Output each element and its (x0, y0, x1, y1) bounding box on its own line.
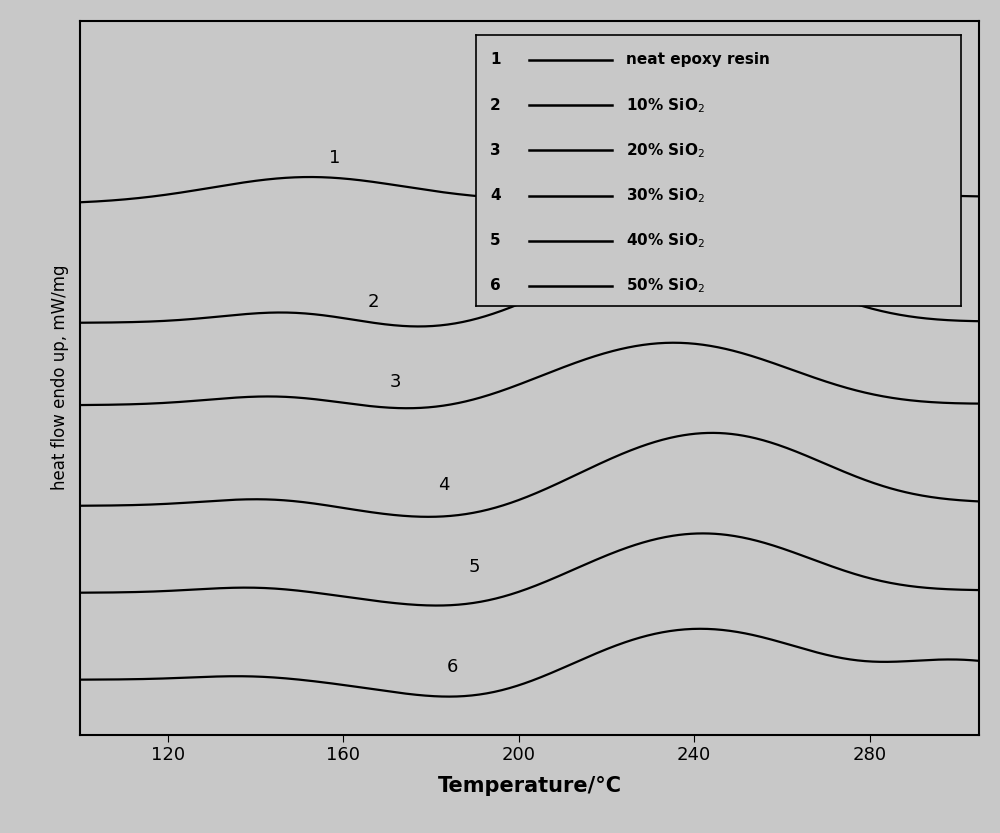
Text: 1: 1 (329, 149, 340, 167)
Text: 4: 4 (438, 476, 450, 494)
X-axis label: Temperature/°C: Temperature/°C (438, 776, 622, 796)
Text: 5: 5 (469, 558, 480, 576)
Text: 2: 2 (368, 293, 380, 311)
Text: 3: 3 (390, 372, 402, 391)
Y-axis label: heat flow endo up, mW/mg: heat flow endo up, mW/mg (51, 265, 69, 491)
Text: 6: 6 (447, 658, 458, 676)
